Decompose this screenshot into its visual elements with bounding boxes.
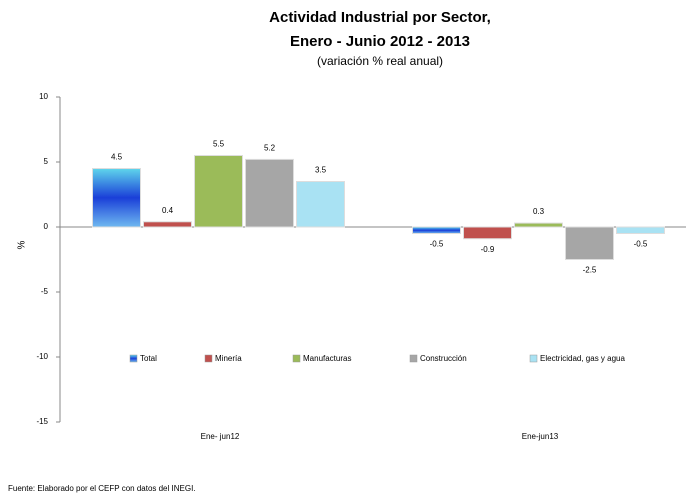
legend-label: Manufacturas <box>303 354 351 363</box>
bar <box>194 155 243 228</box>
chart-title-line2: Enero - Junio 2012 - 2013 <box>290 33 470 50</box>
y-tick-label: 10 <box>39 92 48 101</box>
data-label: 0.4 <box>162 206 174 215</box>
data-label: 4.5 <box>111 153 123 162</box>
y-tick-label: -5 <box>41 287 49 296</box>
bar <box>143 221 192 228</box>
bar <box>296 181 345 228</box>
legend-swatch <box>204 354 213 363</box>
legend-label: Minería <box>215 354 242 363</box>
bar <box>412 226 461 234</box>
bar <box>616 226 665 234</box>
bar <box>245 158 294 228</box>
data-label: -2.5 <box>583 266 597 275</box>
data-label: 5.5 <box>213 140 225 149</box>
y-tick-label: 5 <box>44 157 49 166</box>
data-label: -0.5 <box>634 240 648 249</box>
chart-title: Actividad Industrial por Sector, <box>269 9 491 26</box>
source-note: Fuente: Elaborado por el CEFP con datos … <box>8 484 196 493</box>
x-tick-label: Ene- jun12 <box>201 432 240 441</box>
data-label: 5.2 <box>264 144 276 153</box>
bar <box>92 168 141 228</box>
legend-label: Construcción <box>420 354 467 363</box>
legend-swatch <box>129 354 138 363</box>
legend-swatch <box>409 354 418 363</box>
bar <box>463 226 512 240</box>
data-label: -0.9 <box>481 245 495 254</box>
legend-label: Total <box>140 354 157 363</box>
bar <box>565 226 614 260</box>
y-tick-label: 0 <box>44 222 49 231</box>
data-label: 3.5 <box>315 166 327 175</box>
chart-subtitle: (variación % real anual) <box>317 54 443 68</box>
bar <box>514 222 563 228</box>
y-axis-label: % <box>17 240 28 249</box>
legend-label: Electricidad, gas y agua <box>540 354 625 363</box>
y-tick-label: -10 <box>36 352 48 361</box>
data-label: -0.5 <box>430 240 444 249</box>
x-tick-label: Ene-jun13 <box>522 432 559 441</box>
y-tick-label: -15 <box>36 417 48 426</box>
legend-swatch <box>292 354 301 363</box>
legend-swatch <box>529 354 538 363</box>
data-label: 0.3 <box>533 207 545 216</box>
